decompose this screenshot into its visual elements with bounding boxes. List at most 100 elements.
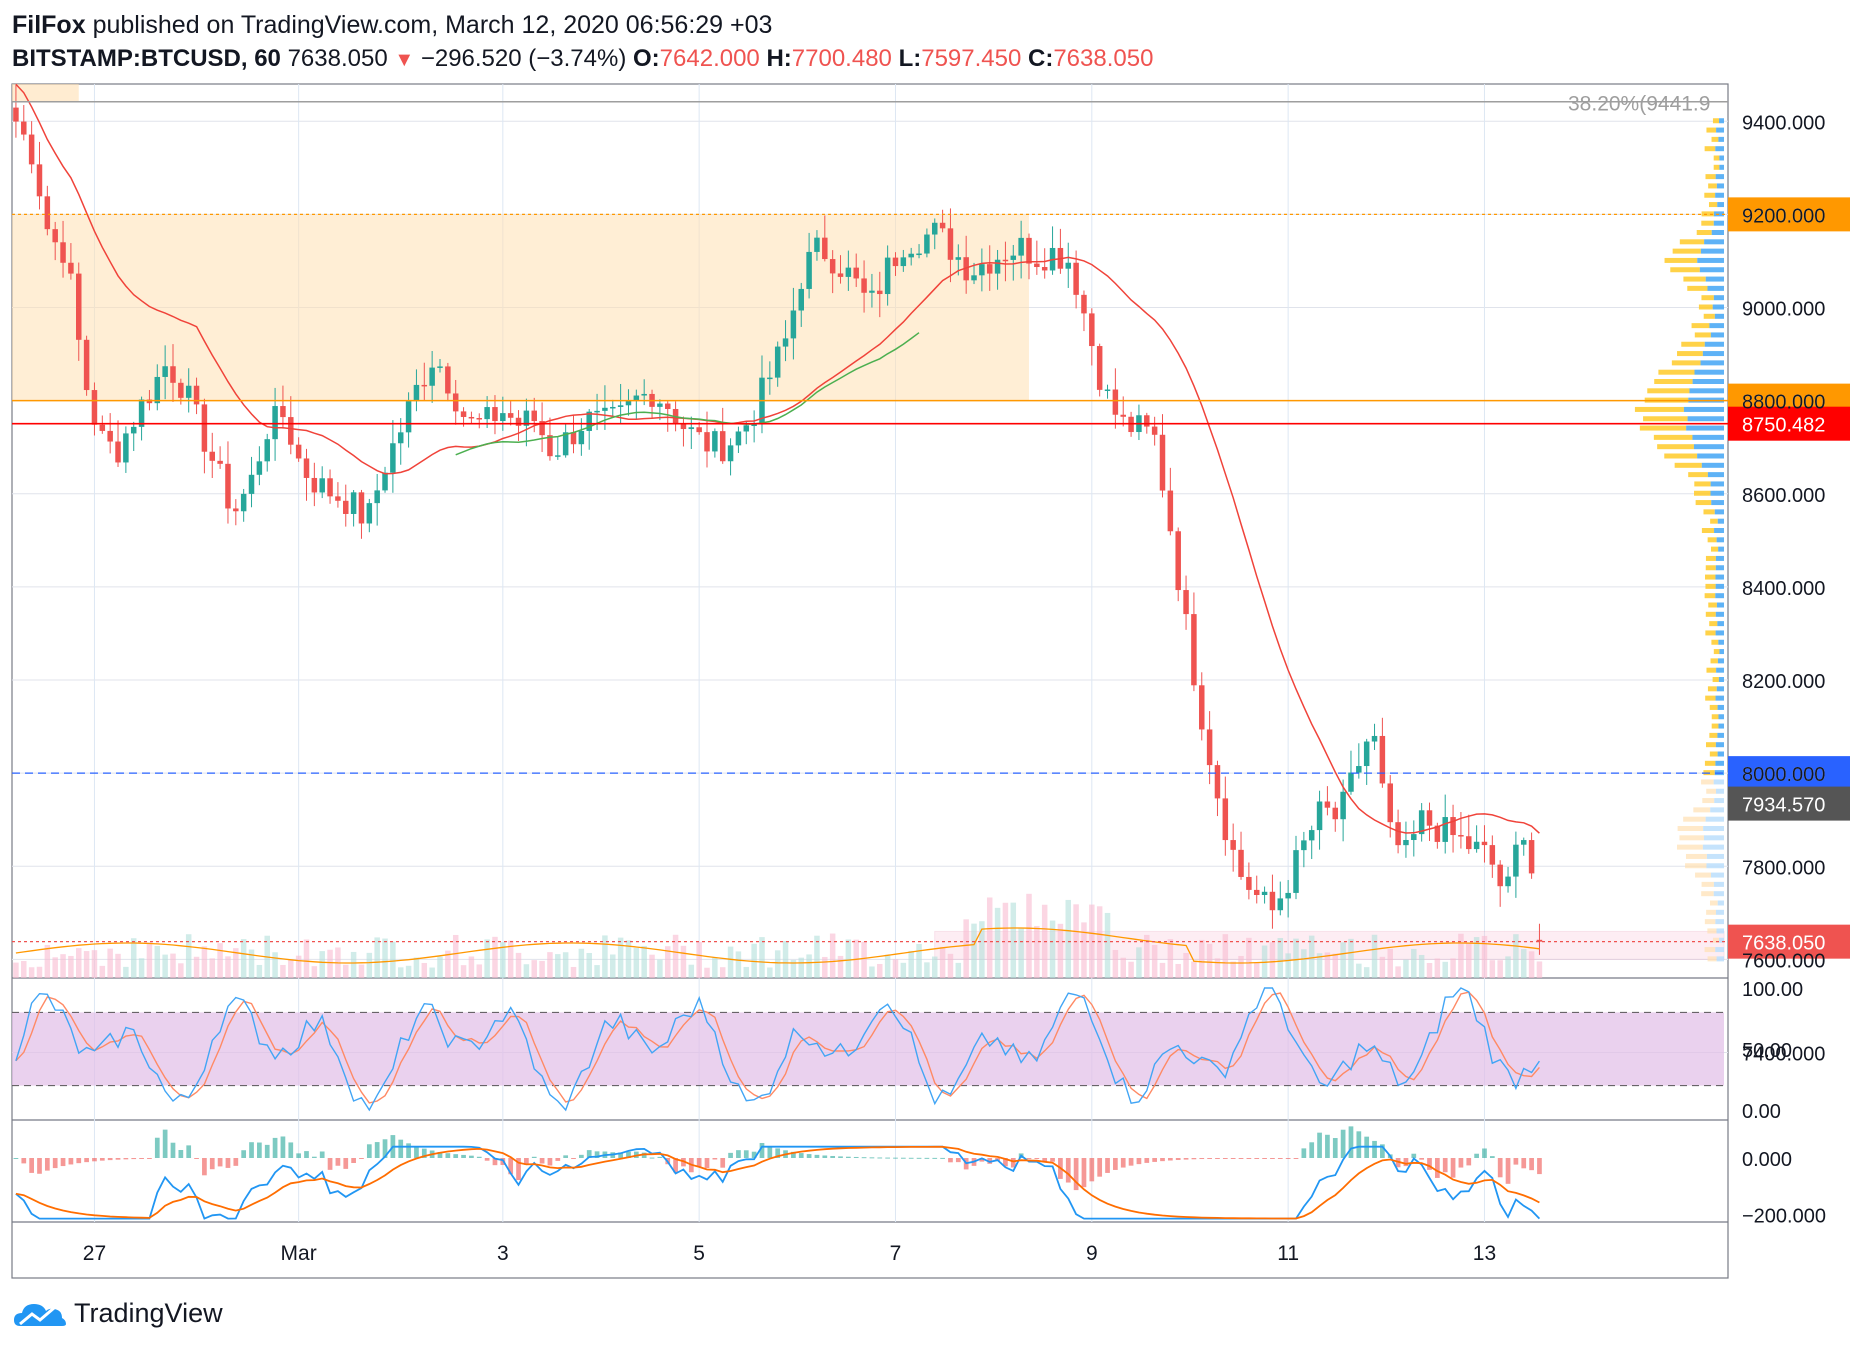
- macd-hist-bar: [579, 1154, 584, 1158]
- candle-body: [814, 237, 820, 252]
- volume-bar: [1293, 938, 1299, 978]
- profile-bar-sell: [1701, 211, 1714, 217]
- candle-body: [531, 410, 537, 422]
- profile-bar-buy: [1707, 285, 1724, 291]
- candle-body: [774, 346, 781, 378]
- rsi-tick-label: 100.00: [1742, 979, 1803, 1001]
- candle-body: [1151, 426, 1158, 435]
- candle-body: [688, 427, 695, 430]
- author-name[interactable]: FilFox: [12, 11, 86, 39]
- volume-bar: [437, 956, 443, 978]
- profile-bar-buy: [1703, 826, 1724, 831]
- profile-bar-sell: [1709, 751, 1718, 757]
- profile-bar-sell: [1701, 779, 1714, 785]
- candle-body: [1536, 939, 1543, 942]
- macd-hist-bar: [736, 1150, 741, 1158]
- macd-hist-bar: [1010, 1158, 1016, 1168]
- profile-bar-buy: [1700, 360, 1724, 366]
- profile-bar-buy: [1715, 760, 1724, 766]
- macd-hist-bar: [280, 1136, 286, 1158]
- candle-body: [1458, 835, 1464, 837]
- candle-body: [209, 451, 216, 461]
- volume-bar: [649, 954, 655, 978]
- macd-hist-bar: [1293, 1158, 1299, 1159]
- profile-bar-buy: [1715, 593, 1724, 599]
- macd-hist-bar: [712, 1158, 718, 1160]
- profile-bar-buy: [1710, 872, 1724, 878]
- profile-bar-sell: [1704, 593, 1716, 599]
- profile-bar-buy: [1718, 136, 1724, 142]
- macd-hist-bar: [366, 1144, 372, 1158]
- candle-body: [52, 229, 58, 243]
- candle-body: [217, 460, 223, 464]
- candle-body: [99, 424, 106, 431]
- candle-body: [743, 425, 750, 432]
- macd-hist-bar: [893, 1157, 898, 1159]
- profile-bar-buy: [1715, 695, 1724, 701]
- volume-bar: [1528, 951, 1535, 978]
- profile-bar-sell: [1687, 285, 1708, 291]
- candle-body: [869, 290, 875, 293]
- volume-bar: [1332, 953, 1339, 978]
- volume-bar: [225, 956, 231, 978]
- volume-bar: [664, 946, 671, 978]
- macd-hist-bar: [791, 1151, 796, 1158]
- profile-bar-sell: [1701, 891, 1714, 897]
- macd-hist-bar: [249, 1142, 254, 1158]
- profile-bar-sell: [1647, 388, 1690, 394]
- profile-bar-buy: [1715, 742, 1724, 748]
- volume-bar: [617, 937, 624, 978]
- macd-hist-bar: [115, 1158, 121, 1160]
- time-tick-label: Mar: [281, 1242, 317, 1265]
- macd-hist-bar: [1474, 1153, 1479, 1158]
- profile-bar-buy: [1716, 537, 1724, 543]
- volume-bar: [36, 966, 43, 978]
- macd-hist-bar: [932, 1157, 938, 1159]
- candle-body: [311, 477, 318, 493]
- profile-bar-sell: [1706, 742, 1716, 748]
- profile-bar-buy: [1713, 779, 1724, 785]
- profile-bar-buy: [1717, 518, 1724, 524]
- candle-body: [28, 134, 35, 165]
- macd-hist-bar: [1356, 1131, 1362, 1158]
- volume-bar: [327, 949, 333, 978]
- profile-bar-sell: [1683, 816, 1706, 822]
- macd-hist-bar: [1309, 1142, 1315, 1158]
- candle-body: [476, 418, 483, 420]
- candle-body: [845, 267, 852, 277]
- macd-hist-bar: [60, 1158, 66, 1167]
- price-tick-label: 9400.000: [1742, 112, 1825, 134]
- profile-bar-buy: [1715, 630, 1724, 636]
- candle-body: [343, 500, 349, 514]
- candle-body: [130, 426, 137, 434]
- symbol-name[interactable]: BITSTAMP:BTCUSD, 60: [12, 45, 281, 72]
- macd-hist-bar: [484, 1158, 490, 1161]
- candle-body: [1120, 414, 1126, 417]
- macd-hist-bar: [123, 1158, 129, 1160]
- price-tag-label: 7934.570: [1742, 795, 1825, 817]
- volume-bar: [146, 942, 153, 978]
- candle-body: [492, 407, 498, 422]
- volume-bar: [91, 950, 98, 978]
- candle-body: [1206, 729, 1213, 766]
- time-tick-label: 13: [1473, 1242, 1496, 1265]
- candle-body: [76, 273, 82, 340]
- profile-bar-sell: [1706, 788, 1717, 794]
- candle-body: [170, 366, 176, 383]
- macd-hist-bar: [1254, 1158, 1260, 1159]
- volume-bar: [869, 966, 875, 978]
- volume-bar: [1010, 902, 1017, 978]
- macd-hist-bar: [1270, 1158, 1275, 1159]
- candle-body: [696, 427, 702, 433]
- profile-bar-sell: [1701, 295, 1714, 301]
- macd-hist-bar: [414, 1146, 419, 1158]
- close-label: C:: [1028, 45, 1054, 72]
- profile-bar-sell: [1705, 555, 1716, 561]
- profile-bar-sell: [1694, 332, 1711, 338]
- profile-bar-sell: [1706, 909, 1716, 915]
- brand-logo[interactable]: TradingView: [12, 1296, 223, 1330]
- profile-bar-sell: [1677, 826, 1704, 831]
- profile-bar-sell: [1704, 760, 1716, 766]
- volume-bar: [1363, 967, 1370, 978]
